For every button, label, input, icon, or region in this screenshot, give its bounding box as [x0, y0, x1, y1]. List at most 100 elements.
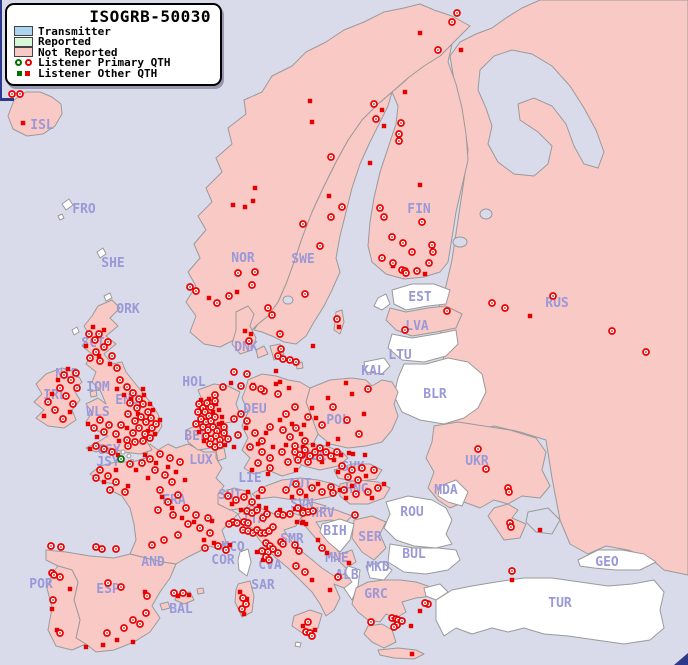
listener-primary-marker [156, 450, 164, 458]
listener-other-marker [238, 507, 244, 513]
listener-primary-marker [124, 442, 132, 450]
listener-primary-marker [60, 371, 68, 379]
listener-other-marker [186, 592, 192, 598]
listener-other-marker [201, 438, 207, 444]
listener-other-marker [331, 457, 337, 463]
listener-other-marker [312, 627, 318, 633]
listener-primary-marker [397, 119, 405, 127]
listener-primary-marker [124, 410, 132, 418]
listener-primary-marker [126, 399, 134, 407]
listener-primary-marker [234, 431, 242, 439]
listener-primary-marker [56, 629, 64, 637]
listener-other-marker [231, 444, 237, 450]
listener-primary-marker [120, 624, 128, 632]
listener-primary-marker [278, 448, 286, 456]
listener-other-marker [325, 395, 331, 401]
listener-other-marker [175, 593, 181, 599]
listener-other-marker [249, 467, 255, 473]
listener-primary-marker [126, 460, 134, 468]
country-label-esp: ESP [96, 582, 120, 597]
red-ring-icon [25, 59, 32, 67]
listener-other-marker [227, 542, 233, 548]
legend-label: Reported [38, 35, 91, 49]
listener-primary-marker [137, 413, 145, 421]
listener-other-marker [277, 507, 283, 513]
country-label-hrv: HRV [311, 506, 335, 521]
listener-primary-marker [100, 428, 108, 436]
listener-other-marker [54, 627, 60, 633]
listener-primary-marker [301, 446, 309, 454]
country-label-she: SHE [101, 256, 124, 271]
country-label-mne: MNE [325, 551, 348, 566]
country-greece [351, 579, 433, 623]
listener-primary-marker [286, 356, 294, 364]
listener-primary-marker [294, 456, 302, 464]
legend-row-reported: Reported [14, 35, 214, 49]
listener-other-marker [152, 431, 158, 437]
listener-primary-marker [482, 465, 490, 473]
listener-other-marker [140, 386, 146, 392]
listener-primary-marker [154, 506, 162, 514]
listener-primary-marker [239, 594, 247, 602]
island-man [89, 389, 98, 398]
listener-other-marker [244, 596, 250, 602]
country-label-bih: BIH [323, 524, 346, 539]
country-label-ser: SER [358, 530, 382, 545]
listener-primary-marker [129, 389, 137, 397]
listener-other-marker [173, 469, 179, 475]
listener-primary-marker [327, 483, 335, 491]
listener-primary-marker [333, 448, 341, 456]
listener-other-marker [350, 451, 356, 457]
listener-primary-marker [354, 476, 362, 484]
country-estonia [391, 283, 451, 311]
country-label-rus: RUS [545, 296, 569, 311]
listener-primary-marker [138, 459, 146, 467]
country-label-rou: ROU [400, 505, 424, 520]
listener-primary-marker [59, 415, 67, 423]
listener-markers-layer [8, 9, 650, 657]
listener-primary-marker [292, 424, 300, 432]
listener-primary-marker [408, 248, 416, 256]
listener-primary-marker [505, 488, 513, 496]
listener-primary-marker [192, 420, 200, 428]
listener-other-marker [142, 589, 148, 595]
country-label-pol: POL [326, 413, 350, 428]
listener-primary-marker [211, 391, 219, 399]
listener-primary-marker [378, 254, 386, 262]
listener-primary-marker [131, 417, 139, 425]
listener-other-marker [85, 421, 91, 427]
listener-primary-marker [301, 437, 309, 445]
listener-primary-marker [301, 568, 309, 576]
country-serbia [351, 515, 387, 561]
country-label-grc: GRC [364, 587, 387, 602]
listener-primary-marker [238, 605, 246, 613]
listener-other-marker [307, 98, 313, 104]
country-label-lux: LUX [189, 453, 213, 468]
listener-primary-marker [51, 406, 59, 414]
legend-label: Not Reported [38, 45, 118, 59]
listener-primary-marker [184, 520, 192, 528]
listener-other-marker [303, 493, 309, 499]
listener-primary-marker [174, 531, 182, 539]
listener-other-marker [242, 328, 248, 334]
listener-primary-marker [299, 509, 307, 517]
listener-primary-marker [56, 573, 64, 581]
listener-primary-marker [291, 442, 299, 450]
listener-other-marker [107, 361, 113, 367]
listener-primary-marker [327, 153, 335, 161]
listener-primary-marker [282, 486, 290, 494]
listener-other-marker [150, 407, 156, 413]
listener-primary-marker [104, 472, 112, 480]
listener-primary-marker [237, 410, 245, 418]
listener-primary-marker [151, 466, 159, 474]
listener-primary-marker [62, 392, 70, 400]
listener-other-marker [346, 560, 352, 566]
listener-other-marker [326, 193, 332, 199]
listener-primary-marker [258, 437, 266, 445]
island-crete [377, 647, 425, 660]
listener-other-marker [157, 417, 163, 423]
listener-primary-marker [425, 259, 433, 267]
listener-primary-marker [274, 390, 282, 398]
listener-primary-marker [108, 352, 116, 360]
